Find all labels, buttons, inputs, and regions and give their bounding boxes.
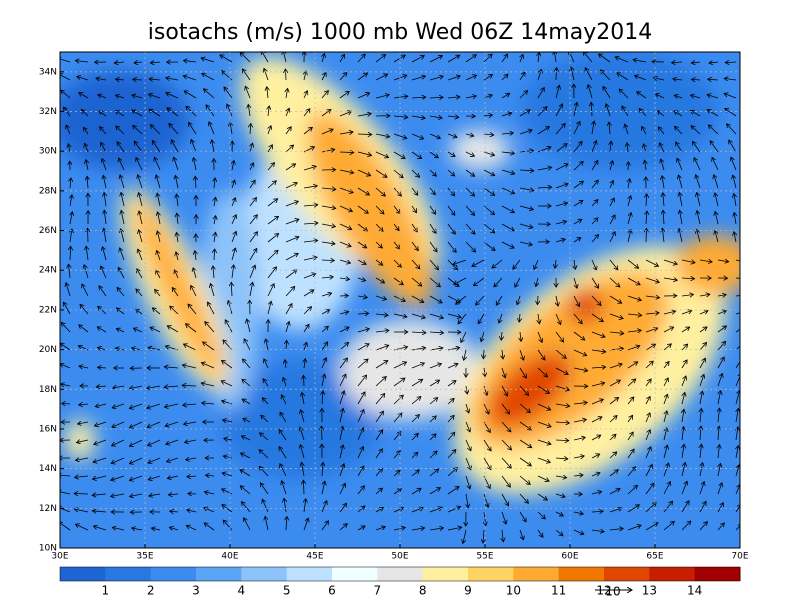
- colorbar-label: 11: [551, 584, 566, 598]
- longitude-label: 65E: [646, 552, 663, 562]
- wind-vector: [303, 375, 304, 386]
- longitude-label: 35E: [136, 552, 153, 562]
- colorbar-label: 10: [506, 584, 521, 598]
- colorbar-swatch: [559, 567, 605, 581]
- colorbar-label: 5: [283, 584, 291, 598]
- latitude-label: 16N: [39, 424, 57, 434]
- longitude-label: 50E: [391, 552, 408, 562]
- isotach-field: [50, 27, 770, 548]
- colorbar-label: 2: [147, 584, 155, 598]
- latitude-label: 14N: [39, 464, 57, 474]
- colorbar-label: 4: [238, 584, 246, 598]
- latitude-label: 34N: [39, 67, 57, 77]
- wind-vector: [556, 68, 557, 80]
- colorbar-swatch: [196, 567, 242, 581]
- colorbar-swatch: [60, 567, 106, 581]
- colorbar-swatch: [151, 567, 197, 581]
- latitude-label: 28N: [39, 186, 57, 196]
- colorbar-swatch: [241, 567, 287, 581]
- longitude-label: 55E: [476, 552, 493, 562]
- latitude-label: 20N: [39, 345, 57, 355]
- colorbar-swatch: [423, 567, 469, 581]
- wind-vector: [340, 152, 354, 153]
- colorbar-label: 9: [464, 584, 472, 598]
- colorbar-label: 3: [192, 584, 200, 598]
- colorbar-swatch: [332, 567, 378, 581]
- colorbar-label: 1: [102, 584, 110, 598]
- latitude-label: 18N: [39, 385, 57, 395]
- colorbar-label: 6: [328, 584, 336, 598]
- wind-vector: [74, 493, 88, 494]
- colorbar-swatch: [513, 567, 559, 581]
- colorbar-swatch: [287, 567, 333, 581]
- colorbar-label: 14: [687, 584, 702, 598]
- colorbar-label: 13: [642, 584, 657, 598]
- longitude-label: 60E: [561, 552, 578, 562]
- latitude-label: 12N: [39, 504, 57, 514]
- latitude-label: 24N: [39, 266, 57, 276]
- latitude-label: 30N: [39, 147, 57, 157]
- reference-vector-label: 10: [605, 585, 620, 599]
- colorbar-swatch: [377, 567, 423, 581]
- wind-vector: [285, 69, 286, 80]
- longitude-label: 40E: [221, 552, 238, 562]
- colorbar-label: 7: [374, 584, 382, 598]
- colorbar-swatch: [695, 567, 741, 581]
- latitude-label: 32N: [39, 107, 57, 117]
- latitude-label: 22N: [39, 305, 57, 315]
- latitude-label: 26N: [39, 226, 57, 236]
- longitude-label: 45E: [306, 552, 323, 562]
- colorbar-swatch: [649, 567, 695, 581]
- latitude-label: 10N: [39, 544, 57, 554]
- colorbar-swatch: [468, 567, 514, 581]
- colorbar-swatch: [604, 567, 650, 581]
- colorbar-swatch: [105, 567, 151, 581]
- title: isotachs (m/s) 1000 mb Wed 06Z 14may2014: [148, 20, 652, 45]
- colorbar-label: 8: [419, 584, 427, 598]
- longitude-label: 70E: [731, 552, 748, 562]
- wind-vector: [321, 426, 322, 440]
